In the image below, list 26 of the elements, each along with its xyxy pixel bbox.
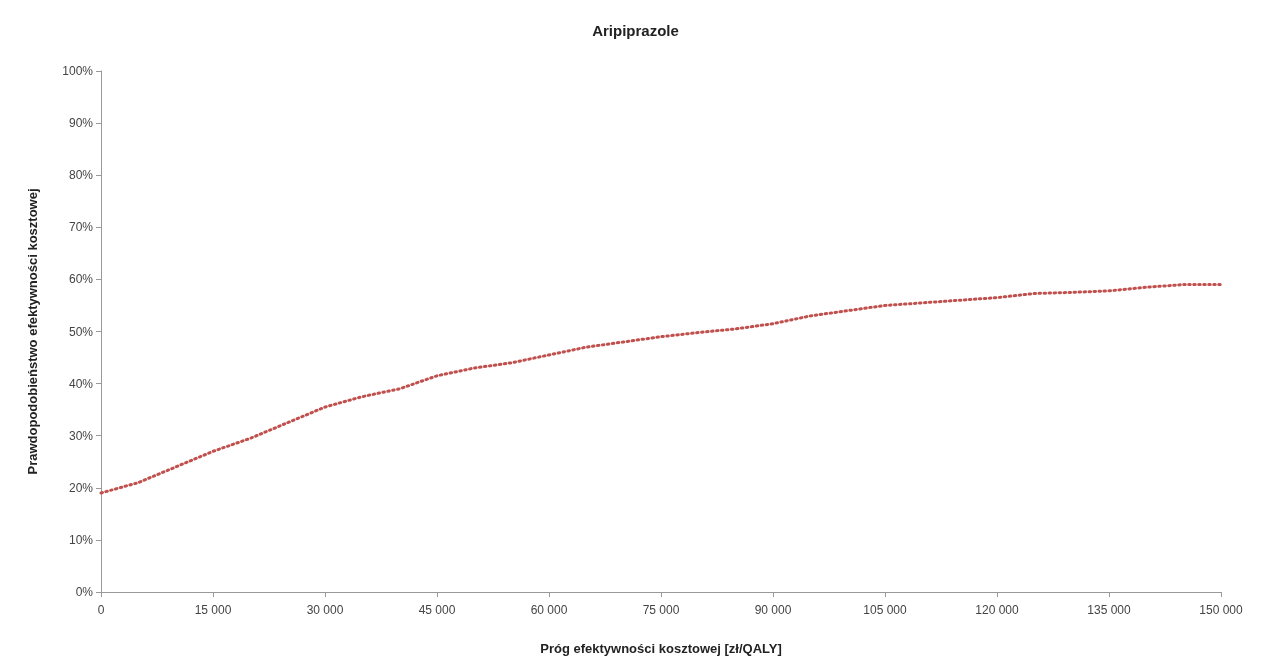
x-tick-label: 135 000 — [1087, 603, 1132, 617]
y-axis-title: Prawdopodobieństwo efektywności kosztowej — [25, 188, 40, 475]
y-tick-label: 10% — [68, 532, 94, 547]
x-tick-label: 0 — [97, 603, 105, 617]
x-axis-title: Próg efektywności kosztowej [zł/QALY] — [540, 641, 782, 656]
y-tick-label: 90% — [68, 116, 94, 131]
y-tick-label: 80% — [68, 168, 94, 183]
x-tick-label: 150 000 — [1199, 603, 1244, 617]
y-tick-label: 100% — [62, 64, 94, 78]
y-tick-label: 20% — [68, 480, 94, 495]
y-tick-label: 60% — [68, 272, 94, 287]
chart-title: Aripiprazole — [592, 22, 679, 39]
y-tick-label: 50% — [68, 324, 94, 339]
y-tick-label: 0% — [75, 585, 94, 599]
x-tick-label: 105 000 — [863, 603, 908, 617]
y-tick-label: 70% — [68, 220, 94, 235]
x-tick-label: 60 000 — [530, 603, 568, 617]
x-tick-label: 30 000 — [306, 603, 344, 617]
x-tick-label: 75 000 — [642, 603, 680, 617]
x-tick-label: 45 000 — [418, 603, 456, 617]
x-tick-label: 90 000 — [754, 603, 792, 617]
y-tick-label: 40% — [68, 376, 94, 391]
line-series — [99, 283, 1223, 495]
x-tick-label: 120 000 — [975, 603, 1020, 617]
x-tick-label: 15 000 — [194, 603, 232, 617]
y-tick-label: 30% — [68, 428, 94, 443]
